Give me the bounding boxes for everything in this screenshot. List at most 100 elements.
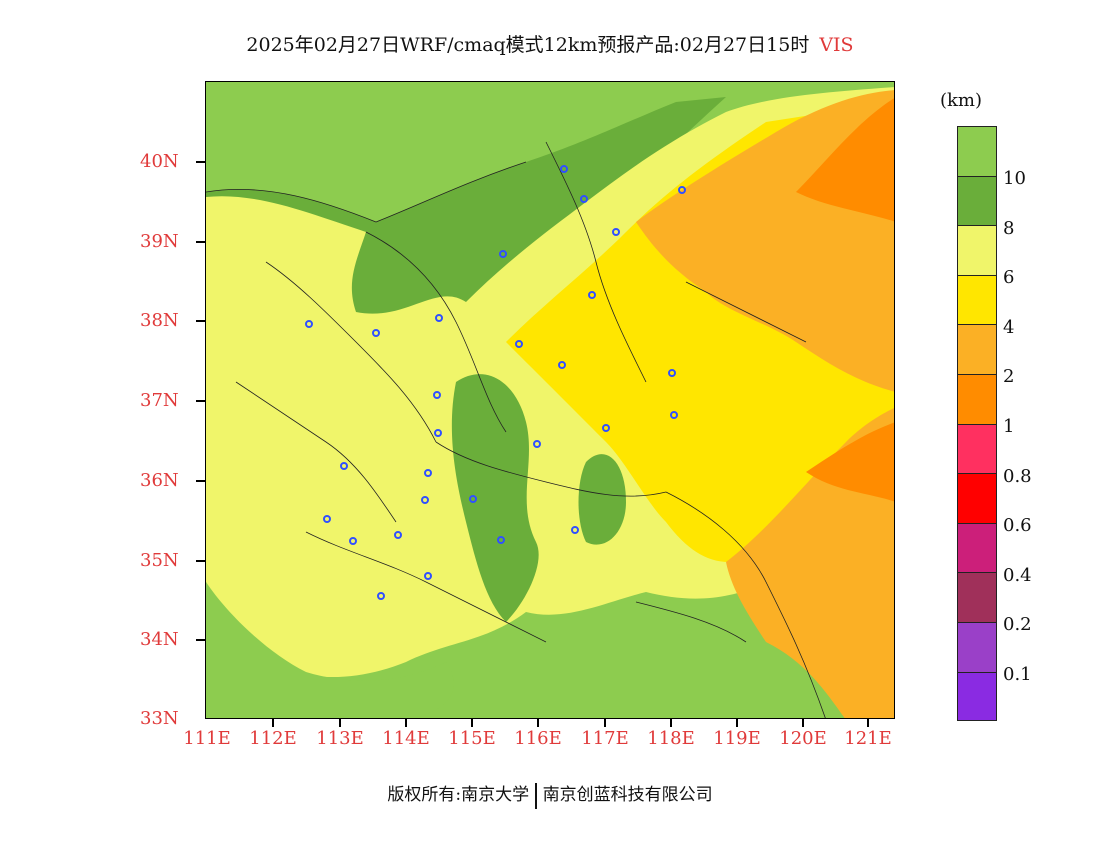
lon-label: 116E bbox=[514, 728, 562, 749]
city-marker bbox=[515, 340, 523, 348]
city-marker bbox=[602, 424, 610, 432]
legend-unit: (km) bbox=[940, 90, 983, 111]
legend-swatch bbox=[957, 671, 997, 722]
lat-tick bbox=[196, 639, 205, 641]
city-marker bbox=[349, 537, 357, 545]
legend-label: 0.8 bbox=[1003, 466, 1032, 487]
region-dark-green-central bbox=[451, 374, 539, 622]
city-marker bbox=[323, 515, 331, 523]
legend-swatch bbox=[957, 126, 997, 176]
legend-label: 0.4 bbox=[1003, 565, 1032, 586]
legend-swatch bbox=[957, 572, 997, 622]
title-variable: VIS bbox=[819, 34, 854, 56]
title-main: 2025年02月27日WRF/cmaq模式12km预报产品:02月27日15时 bbox=[246, 34, 810, 56]
footer-copyright: 版权所有:南京大学 bbox=[387, 785, 530, 805]
lon-tick bbox=[405, 719, 407, 727]
lon-label: 117E bbox=[581, 728, 629, 749]
lat-tick bbox=[196, 320, 205, 322]
legend-swatch bbox=[957, 473, 997, 523]
lat-tick bbox=[196, 400, 205, 402]
lat-tick bbox=[196, 480, 205, 482]
lon-tick bbox=[736, 719, 738, 727]
region-dark-orange-south bbox=[806, 422, 894, 502]
region-dark-orange-north bbox=[796, 98, 894, 222]
color-legend bbox=[957, 126, 997, 722]
footer-separator bbox=[535, 782, 537, 809]
lon-tick bbox=[537, 719, 539, 727]
lat-label: 38N bbox=[140, 310, 179, 331]
map-svg bbox=[206, 82, 894, 718]
lon-label: 113E bbox=[316, 728, 364, 749]
lat-tick bbox=[196, 161, 205, 163]
footer: 版权所有:南京大学 南京创蓝科技有限公司 bbox=[0, 780, 1100, 809]
city-marker bbox=[571, 526, 579, 534]
lon-label: 114E bbox=[382, 728, 430, 749]
city-marker bbox=[558, 361, 566, 369]
city-marker bbox=[421, 496, 429, 504]
region-green-southwest bbox=[206, 582, 454, 718]
legend-swatch bbox=[957, 621, 997, 672]
legend-label: 0.6 bbox=[1003, 515, 1032, 536]
city-marker bbox=[340, 462, 348, 470]
city-marker bbox=[560, 165, 568, 173]
city-marker bbox=[580, 195, 588, 203]
city-marker bbox=[434, 429, 442, 437]
city-marker bbox=[469, 495, 477, 503]
lon-label: 121E bbox=[844, 728, 892, 749]
legend-label: 2 bbox=[1003, 366, 1015, 387]
lon-label: 111E bbox=[183, 728, 231, 749]
lon-label: 112E bbox=[249, 728, 297, 749]
legend-swatch bbox=[957, 423, 997, 474]
city-marker bbox=[678, 186, 686, 194]
lon-label: 115E bbox=[448, 728, 496, 749]
city-marker bbox=[612, 228, 620, 236]
city-marker bbox=[670, 411, 678, 419]
lon-label: 119E bbox=[713, 728, 761, 749]
lat-label: 33N bbox=[140, 708, 179, 729]
footer-company: 南京创蓝科技有限公司 bbox=[542, 785, 713, 805]
city-marker bbox=[433, 391, 441, 399]
lon-label: 120E bbox=[779, 728, 827, 749]
region-dark-green-east bbox=[578, 454, 626, 545]
city-markers bbox=[305, 165, 686, 600]
lon-tick bbox=[867, 719, 869, 727]
city-marker bbox=[668, 369, 676, 377]
legend-swatch bbox=[957, 225, 997, 275]
city-marker bbox=[372, 329, 380, 337]
boundary-lines bbox=[206, 141, 826, 718]
legend-label: 6 bbox=[1003, 267, 1015, 288]
legend-swatch bbox=[957, 324, 997, 374]
lon-tick bbox=[802, 719, 804, 727]
lon-tick bbox=[339, 719, 341, 727]
lat-tick bbox=[196, 560, 205, 562]
lat-label: 40N bbox=[140, 151, 179, 172]
lon-tick bbox=[604, 719, 606, 727]
visibility-map bbox=[205, 81, 895, 719]
lon-tick bbox=[670, 719, 672, 727]
legend-swatch bbox=[957, 274, 997, 325]
city-marker bbox=[424, 469, 432, 477]
legend-swatch bbox=[957, 373, 997, 424]
city-marker bbox=[533, 440, 541, 448]
legend-label: 10 bbox=[1003, 168, 1026, 189]
legend-swatch bbox=[957, 522, 997, 573]
city-marker bbox=[424, 572, 432, 580]
city-marker bbox=[377, 592, 385, 600]
lat-label: 36N bbox=[140, 470, 179, 491]
lon-label: 118E bbox=[647, 728, 695, 749]
legend-label: 0.1 bbox=[1003, 664, 1032, 685]
city-marker bbox=[497, 536, 505, 544]
city-marker bbox=[435, 314, 443, 322]
city-marker bbox=[588, 291, 596, 299]
lat-tick bbox=[196, 241, 205, 243]
legend-label: 0.2 bbox=[1003, 614, 1032, 635]
lon-tick bbox=[471, 719, 473, 727]
lat-label: 39N bbox=[140, 231, 179, 252]
city-marker bbox=[394, 531, 402, 539]
lat-label: 34N bbox=[140, 629, 179, 650]
lon-tick bbox=[272, 719, 274, 727]
lat-label: 37N bbox=[140, 390, 179, 411]
city-marker bbox=[499, 250, 507, 258]
legend-label: 4 bbox=[1003, 317, 1015, 338]
lat-label: 35N bbox=[140, 550, 179, 571]
